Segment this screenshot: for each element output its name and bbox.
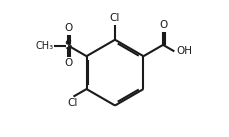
Text: O: O <box>64 23 72 33</box>
Text: OH: OH <box>176 46 192 56</box>
Text: O: O <box>158 20 166 30</box>
Text: S: S <box>64 39 71 52</box>
Text: Cl: Cl <box>109 13 120 23</box>
Text: CH₃: CH₃ <box>35 41 54 51</box>
Text: Cl: Cl <box>67 98 78 108</box>
Text: O: O <box>64 58 72 68</box>
